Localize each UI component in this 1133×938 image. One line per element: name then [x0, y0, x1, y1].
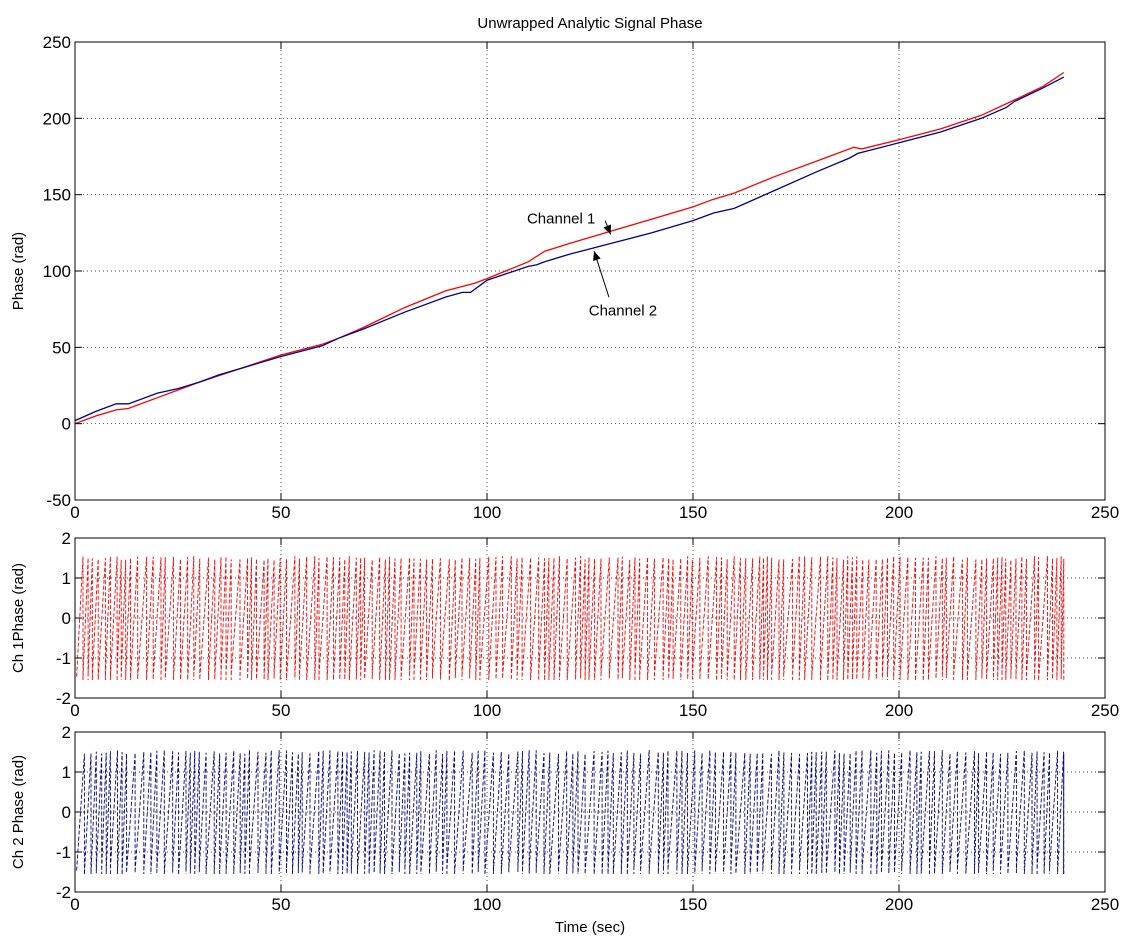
series-line-ch1 — [76, 555, 1065, 681]
y-tick-label: -2 — [56, 689, 71, 708]
y-tick-label: 0 — [62, 415, 71, 434]
x-tick-label: 100 — [473, 701, 501, 720]
y-tick-label: 100 — [43, 262, 71, 281]
annotation-channel-1: Channel 1 — [527, 211, 595, 228]
x-tick-label: 150 — [679, 701, 707, 720]
axes-box — [74, 537, 1106, 699]
y-tick-label: 0 — [62, 609, 71, 628]
y-tick-label: -1 — [56, 843, 71, 862]
y-axis-label: Phase (rad) — [10, 232, 27, 310]
x-axis-label: Time (sec) — [555, 919, 625, 936]
panel-main: 0 50 100 150 200 250-50050100150200250Unwrapp… — [10, 15, 1119, 522]
x-tick-label: 250 — [1091, 701, 1119, 720]
chart-title: Unwrapped Analytic Signal Phase — [477, 15, 702, 32]
y-tick-label: 2 — [62, 529, 71, 548]
plot-area — [76, 555, 1065, 681]
y-tick-label: 50 — [52, 338, 71, 357]
x-tick-label: 200 — [885, 503, 913, 522]
series-line-ch1 — [75, 71, 1065, 425]
x-tick-label: 50 — [272, 503, 291, 522]
x-tick-label: 50 — [272, 701, 291, 720]
x-tick-label: 250 — [1091, 503, 1119, 522]
y-tick-label: -1 — [56, 649, 71, 668]
y-tick-label: 2 — [62, 723, 71, 742]
plot-area — [75, 71, 1065, 425]
series-line-ch2 — [76, 749, 1065, 875]
y-tick-label: -50 — [46, 491, 71, 510]
x-tick-label: 100 — [473, 503, 501, 522]
x-tick-label: 150 — [679, 895, 707, 914]
annotation-arrowhead — [593, 251, 601, 261]
x-tick-label: 0 — [70, 503, 79, 522]
plot-area — [76, 749, 1065, 875]
y-axis-label: Ch 2 Phase (rad) — [10, 755, 27, 869]
x-tick-label: 100 — [473, 895, 501, 914]
y-tick-label: 150 — [43, 186, 71, 205]
x-tick-label: 150 — [679, 503, 707, 522]
x-tick-label: 50 — [272, 895, 291, 914]
y-tick-label: 200 — [43, 109, 71, 128]
y-tick-label: 1 — [62, 569, 71, 588]
annotation-channel-2: Channel 2 — [589, 302, 657, 319]
y-tick-label: 0 — [62, 803, 71, 822]
x-tick-label: 200 — [885, 895, 913, 914]
x-tick-label: 200 — [885, 701, 913, 720]
y-tick-label: 250 — [43, 33, 71, 52]
x-tick-label: 250 — [1091, 895, 1119, 914]
y-axis-label: Ch 1Phase (rad) — [10, 563, 27, 673]
panel-ch1: 0 50 100 150 200 250 -2 -1 0 1 2 Ch 1Phase (rad) — [10, 529, 1119, 720]
panel-ch2: 0 50 100 150 200 250 -2 -1 0 1 2 Ch 2 Phase (rad) Ti… — [10, 723, 1119, 936]
y-tick-label: 1 — [62, 763, 71, 782]
x-tick-label: 0 — [70, 895, 79, 914]
x-tick-label: 0 — [70, 701, 79, 720]
axes-box — [74, 41, 1106, 501]
series-line-ch2 — [75, 76, 1065, 422]
y-tick-label: -2 — [56, 883, 71, 902]
annotation-arrowhead — [603, 224, 611, 235]
